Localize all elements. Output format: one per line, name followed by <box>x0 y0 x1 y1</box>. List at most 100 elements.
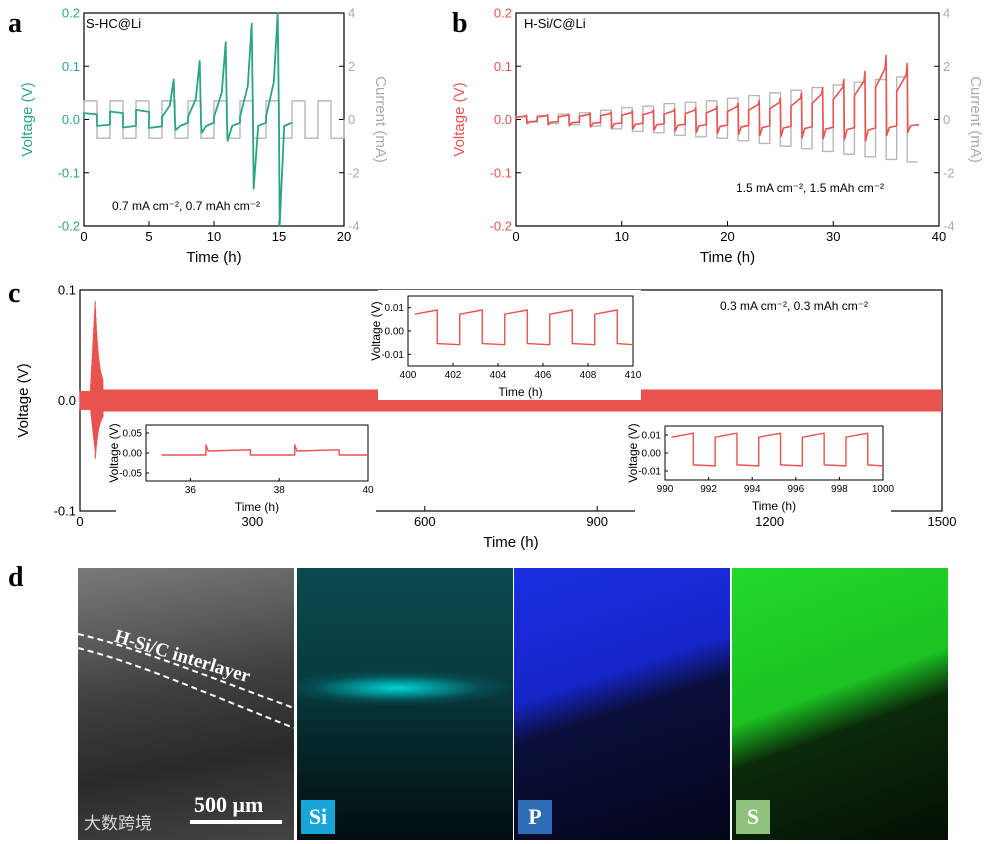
b-ytick-label: -0.1 <box>490 165 512 180</box>
c-inset-mid-xtick-label: 404 <box>490 370 507 381</box>
p-map-image: P <box>514 568 730 840</box>
c-inset-mid-ytick-label: 0.00 <box>385 327 405 338</box>
c-inset-mid-ylabel: Voltage (V) <box>369 301 383 360</box>
a-y2tick-label: 2 <box>348 59 355 74</box>
a-ytick-label: 0.1 <box>62 59 80 74</box>
c-inset-right-xtick-label: 996 <box>787 484 804 495</box>
c-inset-right-line <box>671 432 884 467</box>
c-inset-left-line <box>161 444 368 456</box>
interlayer-boundary-lower <box>78 647 294 729</box>
b-y2label: Current (mA) <box>967 76 984 163</box>
chart-c-steady-band <box>102 389 942 412</box>
a-ytick-label: -0.1 <box>58 165 80 180</box>
c-inset-left-ytick-label: 0.00 <box>123 449 143 460</box>
c-inset-mid-xtick-label: 406 <box>535 370 552 381</box>
b-xtick-label: 0 <box>512 229 519 244</box>
chart-c-condition: 0.3 mA cm⁻², 0.3 mAh cm⁻² <box>720 299 868 313</box>
chart-c: 0 300 600 900 1200 1500 -0.1 0.0 0.1 Time (h) Volt… <box>15 283 956 551</box>
a-y2label: Current (mA) <box>372 76 389 163</box>
c-ylabel: Voltage (V) <box>15 363 32 437</box>
c-inset-right-xtick-label: 1000 <box>872 484 895 495</box>
b-y2tick-label: 0 <box>943 112 950 127</box>
c-inset-mid-ytick-label: 0.01 <box>385 303 405 314</box>
c-inset-mid-xtick-label: 410 <box>625 370 642 381</box>
c-ytick-label: 0.0 <box>58 393 76 408</box>
a-y2tick-label: 0 <box>348 112 355 127</box>
a-xtick-label: 20 <box>337 229 351 244</box>
b-y2tick-label: 2 <box>943 59 950 74</box>
c-inset-left: 36 38 40 -0.05 0.00 0.05 Time (h) Voltage (V) <box>107 419 376 515</box>
panel-letter-a: a <box>8 8 22 39</box>
a-ytick-label: -0.2 <box>58 219 80 234</box>
c-inset-mid-line <box>414 309 634 346</box>
c-inset-right-xtick-label: 992 <box>700 484 717 495</box>
b-xtick-label: 10 <box>615 229 629 244</box>
c-inset-left-ylabel: Voltage (V) <box>107 423 121 482</box>
sem-interlayer-lines <box>78 633 294 729</box>
a-xtick-label: 15 <box>272 229 286 244</box>
b-ytick-label: -0.2 <box>490 219 512 234</box>
chart-b-condition: 1.5 mA cm⁻², 1.5 mAh cm⁻² <box>736 181 884 195</box>
a-y2tick-label: 4 <box>348 6 355 21</box>
c-ytick-label: -0.1 <box>54 504 76 519</box>
s-badge: S <box>736 800 770 834</box>
a-y2tick-label: -4 <box>348 219 360 234</box>
c-inset-left-xtick-label: 38 <box>274 485 286 496</box>
a-y2tick-label: -2 <box>348 165 360 180</box>
b-ytick-label: 0.1 <box>494 59 512 74</box>
b-xtick-label: 30 <box>826 229 840 244</box>
scale-bar-label: 500 μm <box>194 792 264 817</box>
a-xlabel: Time (h) <box>186 249 241 266</box>
b-y2tick-label: 4 <box>943 6 950 21</box>
chart-b-tag: H-Si/C@Li <box>524 16 586 31</box>
chart-a-tag: S-HC@Li <box>86 16 141 31</box>
c-inset-left-xlabel: Time (h) <box>235 500 279 514</box>
si-map-image: Si <box>297 568 513 840</box>
c-ytick-label: 0.1 <box>58 283 76 298</box>
c-inset-left-xtick-label: 36 <box>185 485 197 496</box>
c-inset-right-ylabel: Voltage (V) <box>626 423 640 482</box>
c-inset-right-xtick-label: 994 <box>744 484 761 495</box>
c-inset-right-ytick-label: 0.00 <box>642 449 662 460</box>
chart-b-voltage-line <box>515 54 919 142</box>
c-inset-mid-ytick-label: -0.01 <box>381 350 404 361</box>
b-y2tick-label: -2 <box>943 165 955 180</box>
panel-letter-c: c <box>8 278 20 309</box>
panel-letter-d: d <box>8 562 24 593</box>
c-inset-left-ytick-label: 0.05 <box>123 429 143 440</box>
c-inset-mid-xtick-label: 402 <box>445 370 462 381</box>
c-xlabel: Time (h) <box>483 534 538 551</box>
a-ytick-label: 0.2 <box>62 6 80 21</box>
chart-a-condition: 0.7 mA cm⁻², 0.7 mAh cm⁻² <box>112 199 260 213</box>
b-ytick-label: 0.0 <box>494 112 512 127</box>
c-inset-right-ytick-label: -0.01 <box>638 467 661 478</box>
c-inset-left-xtick-label: 40 <box>362 485 374 496</box>
sem-image: H-Si/C interlayer 500 μm 大数跨境 <box>78 568 294 840</box>
a-xtick-label: 10 <box>207 229 221 244</box>
panel-letter-b: b <box>452 8 468 39</box>
c-xtick-label: 1200 <box>755 514 784 529</box>
b-xtick-label: 20 <box>720 229 734 244</box>
c-inset-right-xlabel: Time (h) <box>752 499 796 513</box>
s-map-image: S <box>732 568 948 840</box>
c-xtick-label: 900 <box>586 514 608 529</box>
b-ytick-label: 0.2 <box>494 6 512 21</box>
a-xtick-label: 5 <box>145 229 152 244</box>
a-ytick-label: 0.0 <box>62 112 80 127</box>
c-xtick-label: 600 <box>414 514 436 529</box>
c-inset-right-xtick-label: 998 <box>831 484 848 495</box>
c-inset-mid: 400 402 404 406 408 410 -0.01 0.00 0.01 Time (h) V… <box>369 290 642 400</box>
b-xtick-label: 40 <box>932 229 946 244</box>
chart-c-spike-line <box>79 300 104 459</box>
c-xtick-label: 1500 <box>928 514 957 529</box>
c-inset-left-bg <box>116 419 376 515</box>
c-inset-mid-xtick-label: 400 <box>400 370 417 381</box>
c-inset-right-ytick-label: 0.01 <box>642 431 662 442</box>
c-inset-right-xtick-label: 990 <box>657 484 674 495</box>
c-xtick-label: 0 <box>76 514 83 529</box>
interlayer-boundary-upper <box>78 633 294 709</box>
c-xtick-label: 300 <box>242 514 264 529</box>
